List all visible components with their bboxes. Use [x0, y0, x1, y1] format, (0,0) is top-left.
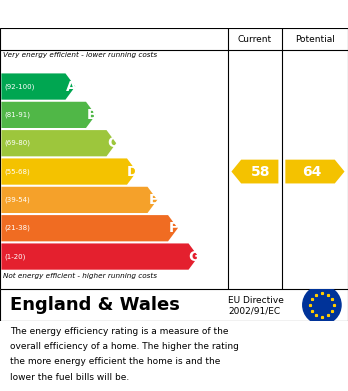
Polygon shape: [1, 102, 96, 128]
Text: EU Directive: EU Directive: [228, 296, 284, 305]
Text: B: B: [87, 108, 97, 122]
Text: E: E: [149, 193, 158, 207]
Text: D: D: [127, 165, 139, 179]
Polygon shape: [1, 74, 75, 100]
Text: 64: 64: [302, 165, 321, 179]
Text: Not energy efficient - higher running costs: Not energy efficient - higher running co…: [3, 273, 158, 278]
Text: the more energy efficient the home is and the: the more energy efficient the home is an…: [10, 357, 221, 366]
Text: (92-100): (92-100): [4, 83, 34, 90]
Text: lower the fuel bills will be.: lower the fuel bills will be.: [10, 373, 130, 382]
Polygon shape: [285, 160, 345, 183]
Text: C: C: [107, 136, 118, 150]
Polygon shape: [231, 160, 278, 183]
Ellipse shape: [303, 286, 341, 324]
Text: Very energy efficient - lower running costs: Very energy efficient - lower running co…: [3, 52, 158, 57]
Text: F: F: [169, 221, 179, 235]
Text: A: A: [66, 79, 77, 93]
Text: G: G: [189, 249, 200, 264]
Polygon shape: [1, 130, 116, 156]
Text: England & Wales: England & Wales: [10, 296, 180, 314]
Text: 2002/91/EC: 2002/91/EC: [228, 306, 280, 315]
Text: overall efficiency of a home. The higher the rating: overall efficiency of a home. The higher…: [10, 342, 239, 351]
Text: The energy efficiency rating is a measure of the: The energy efficiency rating is a measur…: [10, 326, 229, 335]
Text: Potential: Potential: [295, 34, 335, 43]
Text: (69-80): (69-80): [4, 140, 30, 147]
Text: (55-68): (55-68): [4, 168, 30, 175]
Text: Energy Efficiency Rating: Energy Efficiency Rating: [10, 7, 194, 20]
Text: (39-54): (39-54): [4, 197, 30, 203]
Polygon shape: [1, 244, 198, 270]
Text: (1-20): (1-20): [4, 253, 25, 260]
Text: (21-38): (21-38): [4, 225, 30, 231]
Polygon shape: [1, 187, 157, 213]
Text: Current: Current: [238, 34, 272, 43]
Polygon shape: [1, 158, 137, 185]
Polygon shape: [1, 215, 178, 241]
Text: (81-91): (81-91): [4, 111, 30, 118]
Text: 58: 58: [250, 165, 270, 179]
